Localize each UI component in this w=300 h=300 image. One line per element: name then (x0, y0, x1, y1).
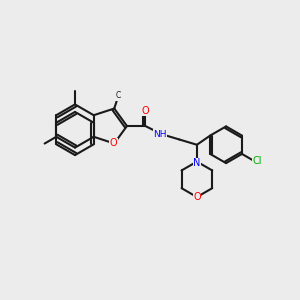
Text: O: O (193, 192, 201, 202)
Text: NH: NH (154, 130, 167, 139)
Text: C: C (116, 91, 121, 100)
Text: O: O (111, 139, 118, 148)
Text: Cl: Cl (252, 156, 262, 166)
Text: O: O (142, 106, 149, 116)
Text: O: O (110, 139, 118, 148)
Text: N: N (193, 158, 201, 168)
